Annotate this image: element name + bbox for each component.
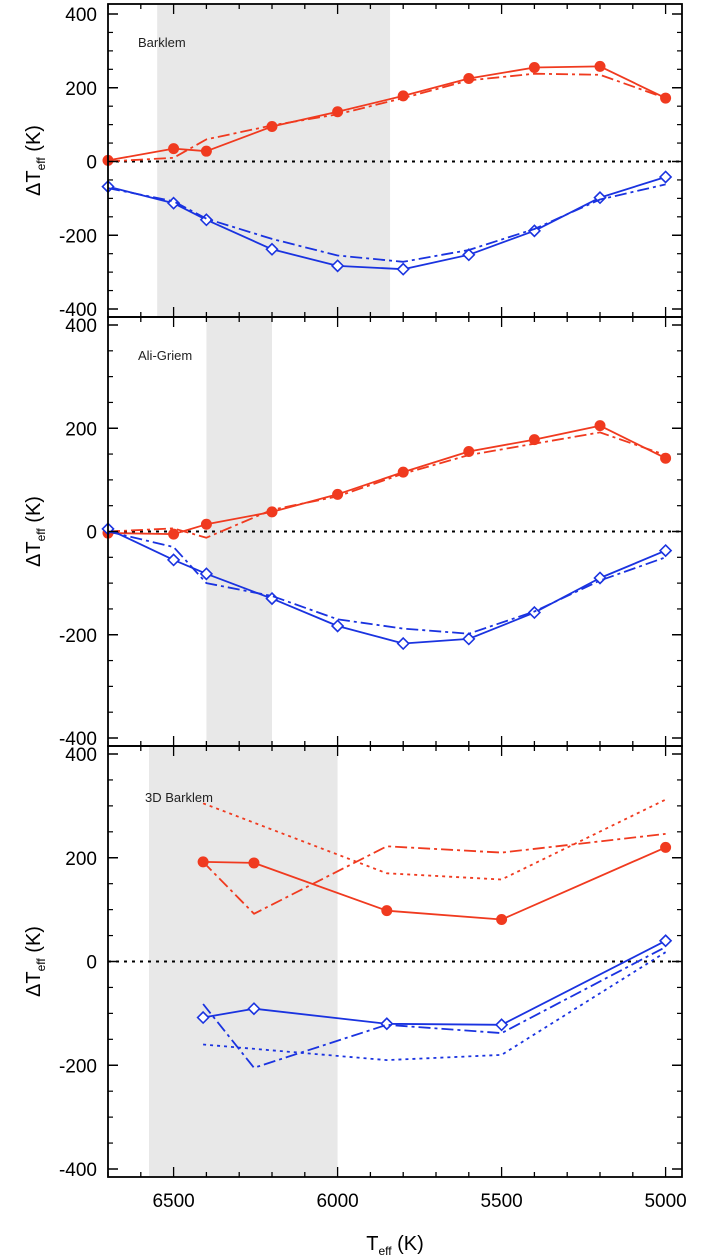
data-point	[462, 248, 476, 262]
y-tick-label: 400	[65, 745, 97, 766]
data-point	[528, 61, 540, 73]
data-point	[199, 567, 214, 581]
series-line-2	[107, 72, 666, 163]
data-point	[265, 242, 279, 256]
data-point	[658, 934, 673, 948]
x-tick-label: 5500	[480, 1191, 522, 1212]
y-axis-label: ΔTeff (K)	[23, 496, 48, 567]
panel-1: -400 -200 0 200 400 Barklem ΔTeff (K)	[23, 3, 683, 321]
data-point	[168, 528, 180, 540]
y-axis-label-main: ΔT	[23, 541, 45, 567]
series-line-5	[202, 946, 667, 1069]
data-point	[660, 452, 672, 464]
y-axis-label: ΔTeff (K)	[23, 125, 48, 196]
y-tick-label: 0	[86, 523, 97, 544]
data-point	[494, 1018, 509, 1032]
data-point	[248, 857, 260, 869]
data-point	[396, 636, 410, 651]
data-point	[200, 145, 212, 157]
y-tick-label: -200	[59, 226, 97, 247]
data-point	[380, 1017, 394, 1031]
data-point	[330, 259, 345, 273]
y-tick-label: -400	[59, 300, 97, 321]
x-tick-label: 6500	[152, 1191, 194, 1212]
series-line-4	[107, 183, 666, 263]
data-point	[594, 60, 606, 72]
panel-label: Barklem	[138, 35, 186, 50]
data-point	[593, 571, 607, 585]
y-tick-label: -200	[59, 626, 97, 647]
data-point	[594, 420, 606, 432]
y-tick-label: 0	[86, 153, 97, 174]
series-line-1	[107, 424, 666, 535]
y-tick-label: 400	[65, 5, 97, 26]
series-line-1	[107, 65, 666, 162]
x-tick-label: 6000	[316, 1191, 358, 1212]
data-point	[660, 841, 672, 853]
data-point	[658, 543, 673, 558]
data-point	[168, 143, 180, 155]
y-tick-label: -200	[59, 1056, 97, 1077]
y-axis-label-unit: (K)	[23, 926, 45, 958]
y-axis-label-main: ΔT	[23, 971, 45, 997]
y-tick-label: 200	[65, 849, 97, 870]
data-point	[462, 632, 476, 646]
y-axis-label-subscript: eff	[34, 528, 48, 542]
data-point	[658, 170, 673, 184]
series-line-2	[202, 833, 666, 915]
x-axis-label-subscript: eff	[378, 1244, 392, 1258]
data-point	[496, 913, 508, 925]
y-tick-label: 400	[65, 316, 97, 337]
data-point	[247, 1002, 261, 1016]
y-axis-label-unit: (K)	[23, 125, 45, 157]
data-point	[527, 605, 542, 620]
series-line-3	[202, 798, 666, 881]
y-axis-label: ΔTeff (K)	[23, 926, 48, 997]
series-line-4	[107, 530, 666, 635]
y-axis-label-main: ΔT	[23, 170, 45, 196]
y-tick-label: 200	[65, 419, 97, 440]
panel-label: Ali-Griem	[138, 348, 192, 363]
data-point	[396, 262, 410, 276]
x-axis-label-unit: (K)	[392, 1233, 424, 1255]
y-tick-label: -400	[59, 1160, 97, 1181]
panel-2: -400 -200 0 200 400 Ali-Griem ΔTeff (K)	[23, 316, 683, 750]
x-axis-label-main: T	[366, 1233, 378, 1255]
data-point	[166, 553, 181, 567]
x-tick-label: 5000	[644, 1191, 686, 1212]
y-axis-label-subscript: eff	[34, 958, 48, 972]
data-point	[330, 619, 345, 633]
series-line-2	[107, 431, 666, 539]
plot-frame	[107, 316, 683, 747]
data-point	[266, 120, 278, 132]
y-tick-label: 200	[65, 79, 97, 100]
panel-label: 3D Barklem	[145, 790, 213, 805]
x-axis-label: Teff (K)	[366, 1233, 424, 1258]
y-axis-label-unit: (K)	[23, 496, 45, 528]
data-point	[463, 73, 475, 85]
data-point	[196, 1010, 210, 1025]
shaded-region	[157, 5, 391, 316]
data-point	[332, 488, 344, 500]
y-tick-label: -400	[59, 729, 97, 750]
data-point	[266, 506, 278, 518]
data-point	[200, 518, 212, 530]
data-point	[381, 905, 393, 917]
data-point	[660, 92, 672, 104]
y-axis-label-subscript: eff	[34, 157, 48, 171]
y-tick-label: 0	[86, 953, 97, 974]
series-line-6	[203, 951, 667, 1061]
